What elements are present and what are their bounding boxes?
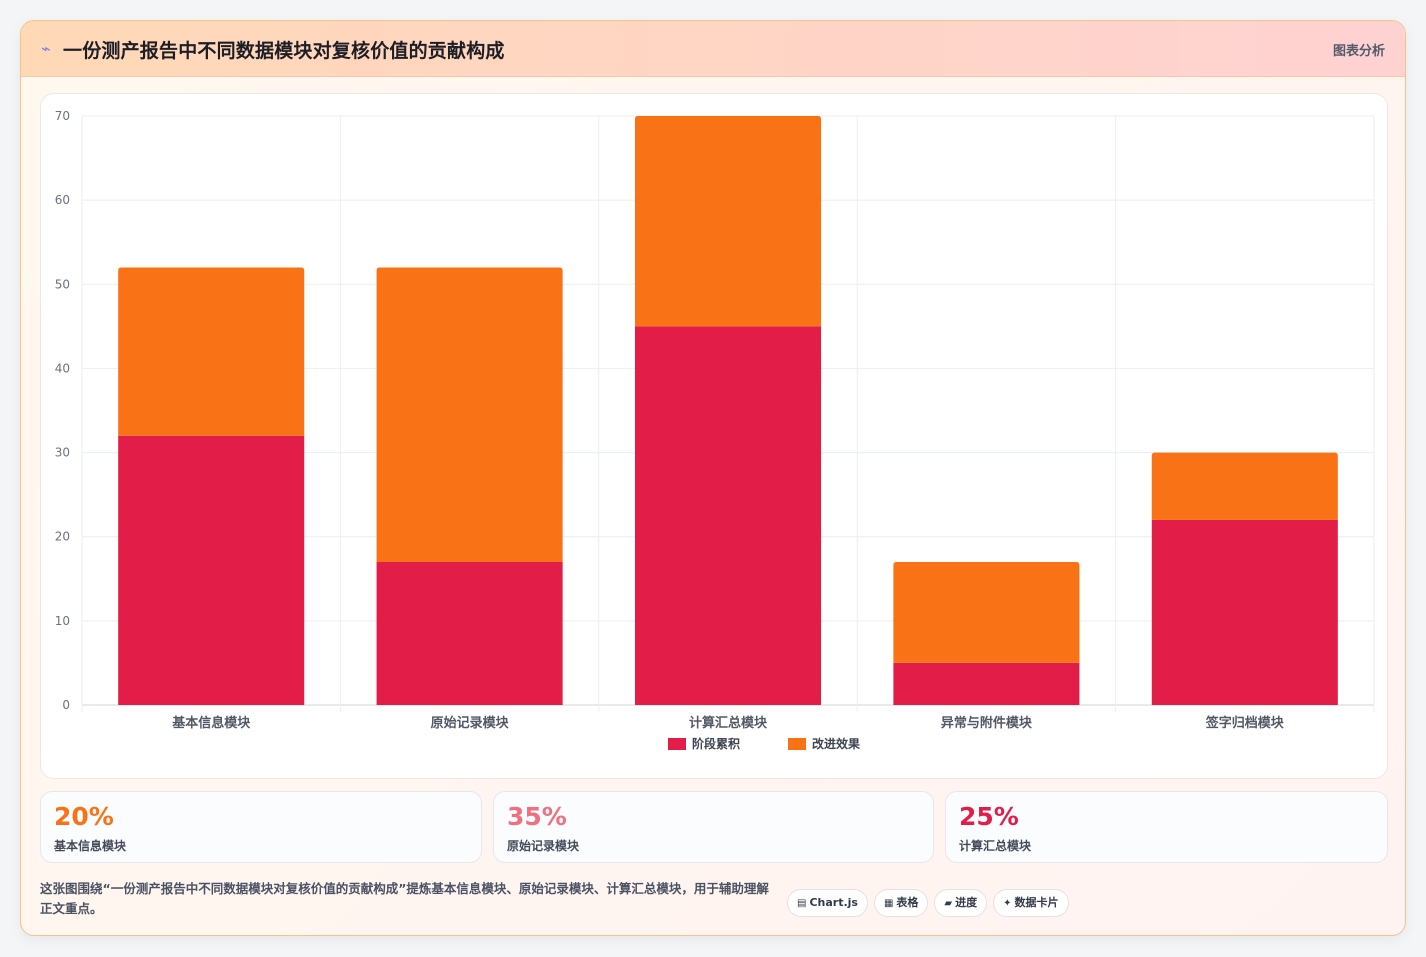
feature-chips: ▤ Chart.js ▦ 表格 ▰ 进度 ✦ 数据卡片 — [787, 889, 1075, 917]
bar-segment-1 — [118, 435, 305, 705]
stat-card-1: 20% 基本信息模块 — [40, 791, 482, 863]
chip-data-card[interactable]: ✦ 数据卡片 — [993, 889, 1069, 917]
x-tick-label: 异常与附件模块 — [941, 715, 1033, 731]
card-header: ⌁ 一份测产报告中不同数据模块对复核价值的贡献构成 图表分析 — [21, 21, 1405, 77]
chip-chartjs[interactable]: ▤ Chart.js — [787, 889, 868, 917]
header-tag: 图表分析 — [1332, 44, 1385, 59]
x-tick-label: 原始记录模块 — [431, 715, 510, 731]
bar-segment-2 — [634, 116, 822, 327]
bar-segment-2 — [1151, 452, 1338, 520]
chart-description: 这张图围绕“一份测产报告中不同数据模块对复核价值的贡献构成”提炼基本信息模块、原… — [40, 881, 769, 916]
chip-label: Chart.js — [809, 896, 858, 909]
progress-icon: ▰ — [944, 898, 953, 909]
bar-segment-1 — [634, 326, 822, 705]
chart-card: ⌁ 一份测产报告中不同数据模块对复核价值的贡献构成 图表分析 0 10 20 30 40… — [20, 20, 1406, 936]
stat-label: 计算汇总模块 — [959, 839, 1032, 853]
legend-swatch — [788, 738, 806, 750]
bar-segment-1 — [1151, 519, 1338, 705]
legend-label: 改进效果 — [812, 736, 860, 751]
y-tick-label: 0 — [62, 698, 70, 712]
stat-value: 35% — [507, 802, 567, 831]
stat-label: 原始记录模块 — [507, 839, 580, 853]
sparkle-icon: ✦ — [1003, 898, 1012, 909]
bar-segment-2 — [893, 561, 1080, 663]
stat-card-2: 35% 原始记录模块 — [493, 791, 934, 863]
chip-table[interactable]: ▦ 表格 — [873, 889, 929, 917]
bar-segment-2 — [376, 267, 563, 562]
x-tick-label: 签字归档模块 — [1205, 715, 1285, 731]
chip-label: 进度 — [955, 896, 978, 909]
legend-label: 阶段累积 — [692, 736, 740, 751]
lightning-icon: ⌁ — [41, 39, 51, 58]
x-tick-label: 基本信息模块 — [171, 715, 251, 731]
chip-label: 数据卡片 — [1014, 896, 1059, 909]
chart-icon: ▤ — [797, 898, 807, 909]
y-tick-label: 60 — [55, 193, 70, 207]
stat-value: 20% — [54, 802, 114, 831]
y-tick-label: 20 — [55, 530, 70, 544]
stacked-bar-chart: 0 10 20 30 40 50 60 70 基本信息模块 原始记录模块 计算汇总模块 异常与附件模块… — [55, 109, 1375, 751]
y-tick-label: 10 — [55, 614, 70, 628]
chip-progress[interactable]: ▰ 进度 — [934, 889, 988, 917]
chart-panel: 0 10 20 30 40 50 60 70 基本信息模块 原始记录模块 计算汇总模块 异常与附件模块… — [40, 93, 1388, 779]
bar-segment-2 — [118, 267, 305, 436]
bar-segment-1 — [376, 561, 563, 705]
table-icon: ▦ — [883, 898, 894, 909]
chart-title: 一份测产报告中不同数据模块对复核价值的贡献构成 — [63, 40, 505, 62]
legend-swatch — [668, 738, 686, 750]
y-tick-label: 70 — [55, 109, 70, 123]
y-tick-label: 50 — [55, 277, 70, 291]
bar-segment-1 — [893, 662, 1080, 705]
stat-value: 25% — [959, 802, 1019, 831]
stat-card-3: 25% 计算汇总模块 — [945, 791, 1388, 863]
stat-label: 基本信息模块 — [54, 839, 127, 853]
y-tick-label: 40 — [55, 361, 70, 375]
x-tick-label: 计算汇总模块 — [689, 715, 768, 731]
chip-label: 表格 — [896, 896, 919, 909]
y-tick-label: 30 — [55, 446, 70, 460]
